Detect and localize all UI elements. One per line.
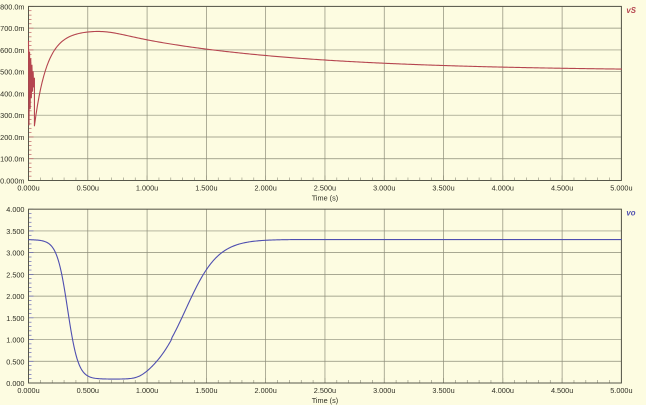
svg-text:vS: vS [626,6,636,15]
svg-text:3.000: 3.000 [6,249,24,258]
svg-text:400.0m: 400.0m [0,89,24,98]
svg-text:1.500u: 1.500u [195,386,217,395]
svg-text:2.000: 2.000 [6,292,24,301]
svg-text:Time (s): Time (s) [312,396,338,405]
svg-text:3.500u: 3.500u [432,386,454,395]
svg-text:4.000: 4.000 [6,205,24,214]
svg-text:4.500u: 4.500u [551,184,573,193]
svg-text:1.500u: 1.500u [195,184,217,193]
svg-text:1.000u: 1.000u [136,386,158,395]
svg-text:1.000u: 1.000u [136,184,158,193]
svg-text:vo: vo [626,209,635,218]
svg-text:2.500: 2.500 [6,270,24,279]
svg-text:2.500u: 2.500u [314,184,336,193]
svg-text:200.0m: 200.0m [0,133,24,142]
svg-text:0.500: 0.500 [6,357,24,366]
svg-text:700.0m: 700.0m [0,24,24,33]
svg-text:3.500u: 3.500u [432,184,454,193]
svg-text:0.500u: 0.500u [77,386,99,395]
svg-text:Time (s): Time (s) [312,194,338,203]
svg-text:500.0m: 500.0m [0,68,24,77]
svg-text:3.500: 3.500 [6,227,24,236]
svg-text:1.500: 1.500 [6,314,24,323]
svg-text:2.000u: 2.000u [254,184,276,193]
svg-text:4.000u: 4.000u [492,386,514,395]
svg-text:2.000u: 2.000u [254,386,276,395]
svg-text:800.0m: 800.0m [0,2,24,11]
svg-text:600.0m: 600.0m [0,46,24,55]
svg-text:0.000u: 0.000u [17,386,39,395]
svg-text:3.000u: 3.000u [373,184,395,193]
svg-text:5.000u: 5.000u [610,386,632,395]
svg-text:300.0m: 300.0m [0,111,24,120]
svg-text:4.000u: 4.000u [492,184,514,193]
svg-text:2.500u: 2.500u [314,386,336,395]
svg-text:4.500u: 4.500u [551,386,573,395]
svg-text:1.000: 1.000 [6,336,24,345]
svg-text:5.000u: 5.000u [610,184,632,193]
svg-text:100.0m: 100.0m [0,155,24,164]
svg-text:3.000u: 3.000u [373,386,395,395]
svg-text:0.000u: 0.000u [17,184,39,193]
svg-text:0.500u: 0.500u [77,184,99,193]
